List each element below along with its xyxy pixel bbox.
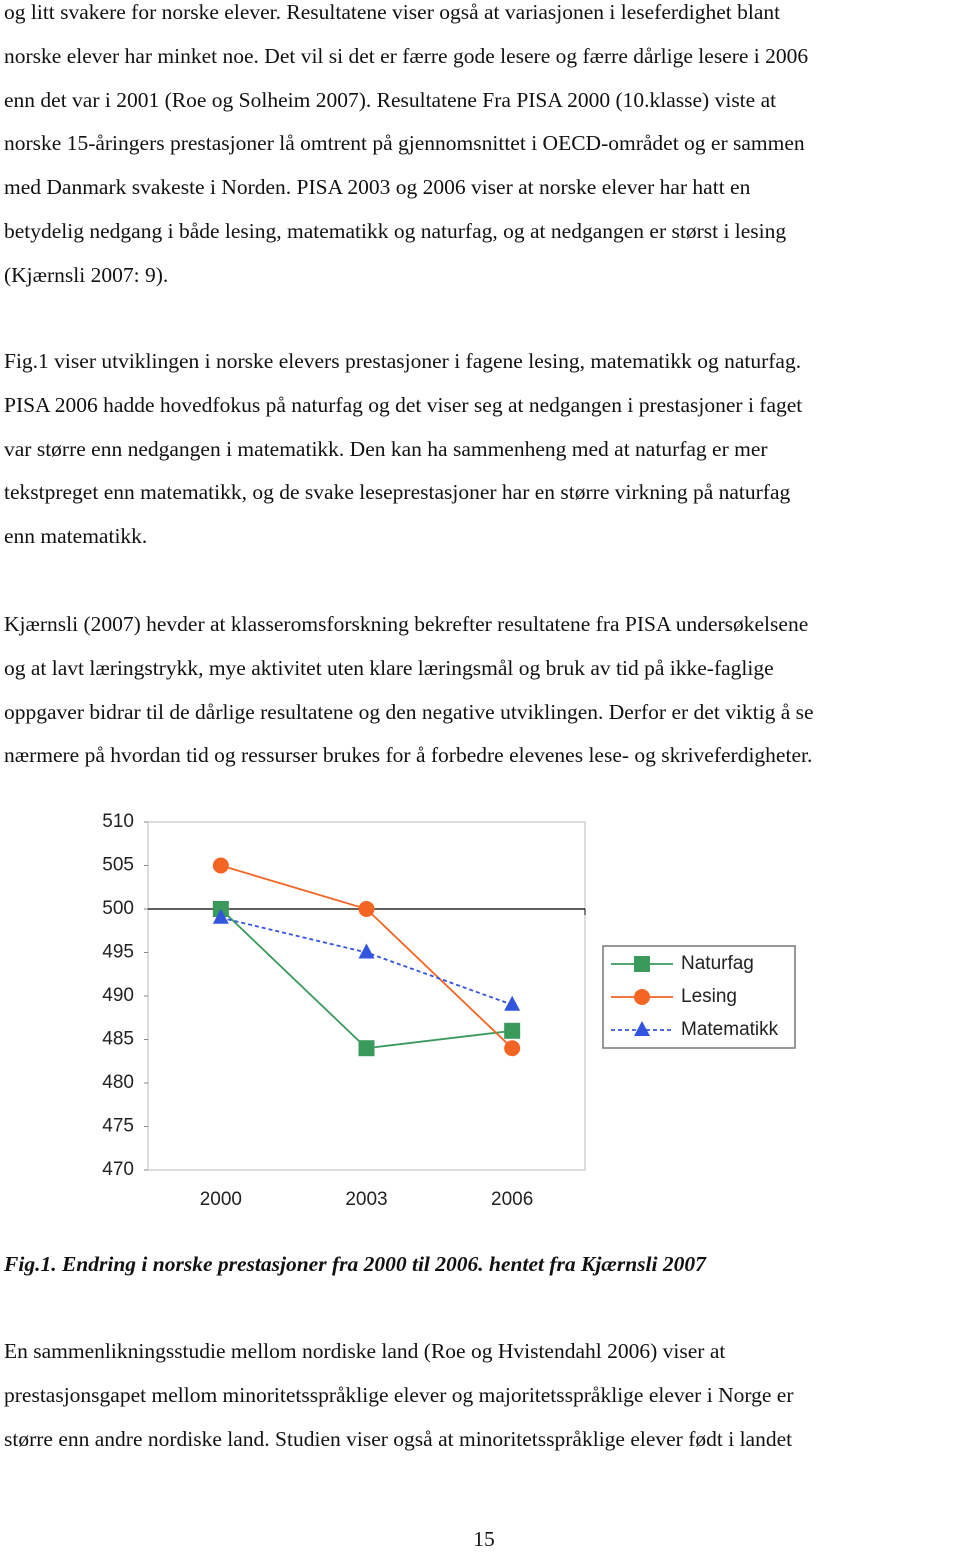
data-point xyxy=(358,901,375,917)
chart: 470 475 480 485 490 495 500 505 510 2000 2003 2006 N… xyxy=(102,811,796,1210)
y-tick-label: 485 xyxy=(102,1029,134,1050)
data-point xyxy=(504,1040,521,1057)
text-line: Fig.1 viser utviklingen i norske elevers… xyxy=(4,349,802,373)
x-tick-label: 2006 xyxy=(491,1189,533,1210)
y-tick-label: 500 xyxy=(102,898,134,919)
text-line: nærmere på hvordan tid og ressurser bruk… xyxy=(4,743,813,768)
text-line: oppgaver bidrar til de dårlige resultate… xyxy=(4,699,814,724)
text-line: enn det var i 2001 (Roe og Solheim 2007)… xyxy=(4,87,777,112)
y-tick-label: 470 xyxy=(102,1159,134,1180)
data-point xyxy=(358,943,375,959)
series-line xyxy=(220,916,513,1006)
plot-area xyxy=(147,821,586,1171)
y-tick-label: 475 xyxy=(102,1116,134,1137)
text-line: enn matematikk. xyxy=(4,524,148,549)
y-tick-label: 490 xyxy=(102,985,134,1006)
x-tick-label: 2003 xyxy=(345,1189,387,1210)
text-line: og litt svakere for norske elever. Resul… xyxy=(4,0,781,24)
legend-marker xyxy=(634,989,650,1005)
data-point xyxy=(358,1040,375,1057)
data-point xyxy=(212,908,229,924)
y-tick-label: 505 xyxy=(102,855,134,876)
y-tick-label: 510 xyxy=(102,811,134,832)
legend-marker xyxy=(634,956,650,972)
text-line: var større enn nedgangen i matematikk. D… xyxy=(4,436,768,461)
caption: Fig.1. Endring i norske prestasjoner fra… xyxy=(4,1252,706,1276)
legend-marker xyxy=(634,1021,650,1036)
text-line: tekstpreget enn matematikk, og de svake … xyxy=(4,480,791,505)
text-line: norske 15-åringers prestasjoner lå omtre… xyxy=(4,131,805,156)
series-line xyxy=(220,908,513,1050)
data-point xyxy=(212,857,229,874)
x-tick-label: 2000 xyxy=(200,1189,242,1210)
text-line: prestasjonsgapet mellom minoritetsspråkl… xyxy=(4,1382,794,1407)
text-line: betydelig nedgang i både lesing, matemat… xyxy=(4,219,787,243)
text-line: PISA 2006 hadde hovedfokus på naturfag o… xyxy=(4,392,803,417)
text-line: større enn andre nordiske land. Studien … xyxy=(4,1426,793,1451)
text-line: med Danmark svakeste i Norden. PISA 2003… xyxy=(4,175,751,200)
y-tick-label: 480 xyxy=(102,1072,134,1093)
text-line: norske elever har minket noe. Det vil si… xyxy=(4,43,809,68)
legend-label: Lesing xyxy=(681,986,737,1007)
text-line: En sammenlikningsstudie mellom nordiske … xyxy=(4,1339,726,1363)
text-line: Kjærnsli (2007) hevder at klasseromsfors… xyxy=(4,612,809,636)
data-point xyxy=(504,995,521,1011)
text-line: og at lavt læringstrykk, mye aktivitet u… xyxy=(4,655,774,680)
legend-label: Naturfag xyxy=(681,953,754,974)
legend-label: Matematikk xyxy=(681,1019,779,1040)
page-number: 15 xyxy=(473,1527,495,1551)
data-point xyxy=(504,1022,521,1039)
y-tick-label: 495 xyxy=(102,942,134,963)
text-line: (Kjærnsli 2007: 9). xyxy=(4,262,169,287)
